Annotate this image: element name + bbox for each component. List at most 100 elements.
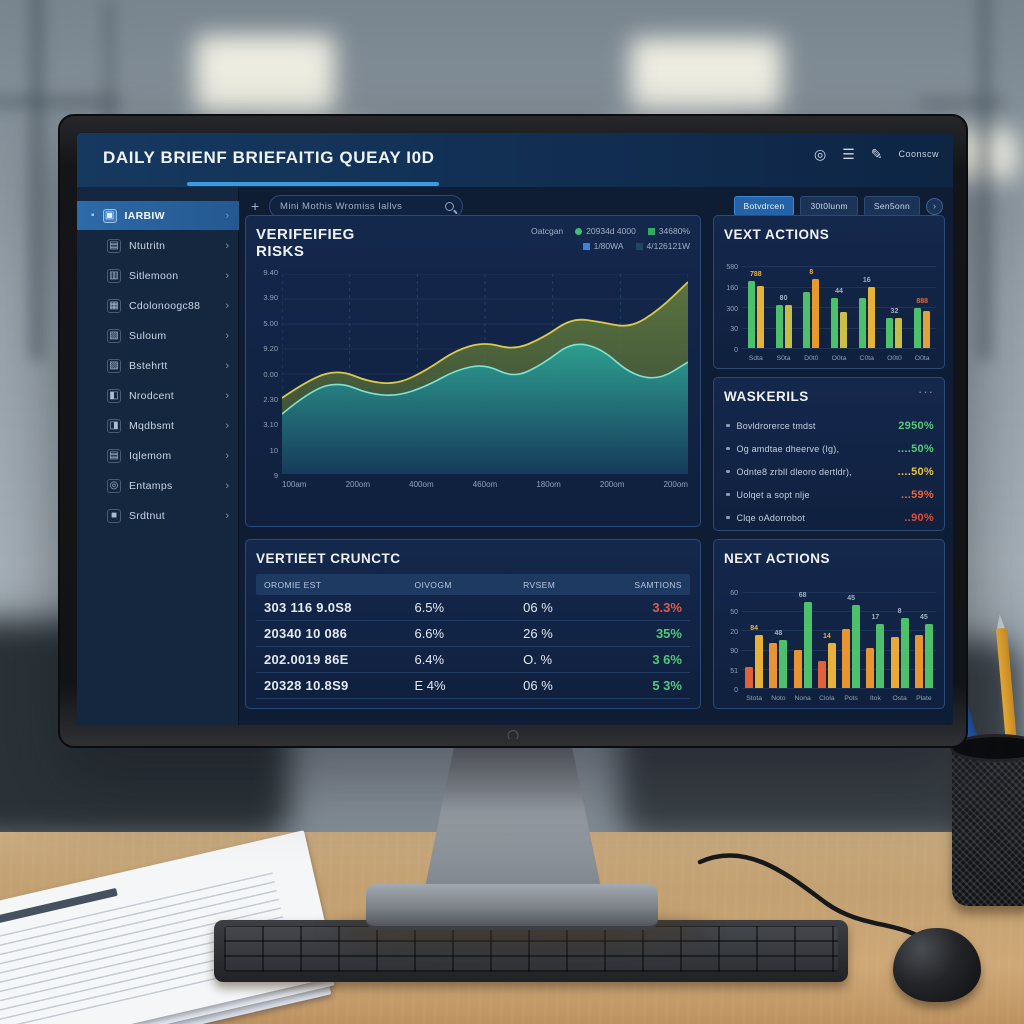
bullet-icon [726,492,730,497]
x-tick-label: 400om [409,480,434,489]
table-cell: 20340 10 086 [264,626,348,641]
y-tick-label: 3.90 [263,293,278,303]
bar-green [831,298,839,348]
metric-value: 2950% [898,419,934,432]
bar-green [775,305,783,348]
sidebar-item-sitlemoon[interactable]: ▥ Sitlemoon › [77,261,239,290]
panel-title: VERTIEET CRUNCTC [256,551,401,566]
bar-orange [866,648,875,688]
table-row[interactable]: 20328 10.8S9 E 4% 06 % 5 3% [256,673,690,699]
bar-group-plate: 45 [912,614,936,688]
column-header: RVSEM [523,579,556,590]
column-header: SAMTIONS [634,579,682,590]
toolbar-button-sen5onn[interactable]: Sen5onn [863,196,920,216]
table-row[interactable]: 20340 10 086 6.6% 26 % 35% [256,621,690,647]
table-cell: 6.5% [414,600,445,615]
table-header-row: OROMIE EST OIVOGM RVSEM SAMTIONS [256,574,690,595]
bar-green [900,618,909,688]
column-header: OROMIE EST [264,579,322,590]
mouse [893,928,981,1002]
x-tick-label: O0ta [831,355,847,362]
y-tick-label: 9.40 [263,268,278,277]
sidebar-item-srdtnut[interactable]: ■ Srdtnut › [77,501,239,530]
doc-icon: ▧ [107,328,121,343]
legend-item: 1/80WA [582,241,624,251]
x-tick-label: Itok [869,695,881,702]
x-tick-label: Pots [844,695,858,702]
y-axis-labels: 580 160 300 30 0 [718,264,738,354]
bar-annotation: 8 [809,269,814,276]
toolbar-more-button[interactable]: › [926,197,943,215]
sidebar-item-label: Srdtnut [129,509,165,522]
chevron-right-icon: › [225,479,229,492]
search-input[interactable] [278,200,445,213]
settings-icon[interactable]: ◎ [813,146,827,162]
table-row[interactable]: 303 116 9.0S8 6.5% 06 % 3.3% [256,595,690,621]
search-icon[interactable] [445,202,454,211]
card-icon: ◧ [107,388,121,403]
sidebar-item-iqlemom[interactable]: ▤ Iqlemom › [77,441,239,470]
connect-label[interactable]: Coonscw [898,149,939,159]
sidebar-item-entamps[interactable]: ◎ Entamps › [77,471,239,500]
y-axis-labels: 9.40 3.90 5.00 9.20 0.00 2.30 3.10 10 9 [252,268,278,480]
grid-line [742,668,936,670]
sidebar-item-nrodcent[interactable]: ◧ Nrodcent › [77,381,239,410]
grid-line [742,649,936,651]
table-cell: 26 % [523,626,553,641]
page-title: DAILY BRIENF BRIEFAITIG QUEAY I0D [103,148,435,167]
grid-line [742,286,936,288]
panel-title: NEXT ACTIONS [724,551,831,566]
sidebar-item-label: Ntutritn [129,239,166,252]
metric-list-item[interactable]: Bovldrorerce tmdst 2950% [726,414,934,437]
table-row[interactable]: 202.0019 86E 6.4% O. % 3 6% [256,647,690,673]
edit-icon[interactable]: ✎ [870,146,883,162]
y-tick-label: 160 [726,284,738,292]
metric-label: Og amdtae dheerve (Ig), [736,443,840,454]
y-tick-label: 90 [730,648,738,656]
chevron-right-icon: › [225,239,229,252]
bar-group-nona: 68 [791,592,815,688]
chevron-right-icon: › [225,359,229,372]
sidebar-item-label: Suloum [129,329,167,342]
sidebar-item-suloum[interactable]: ▧ Suloum › [77,321,239,350]
glass-frame [0,98,120,106]
panel-title: WASKERILS [724,389,809,404]
add-icon[interactable]: + [251,198,260,214]
more-options-icon[interactable]: ··· [918,384,934,399]
bar-group-noto: 48 [766,630,790,688]
toolbar-button-botvdrcen[interactable]: Botvdrcen [733,196,795,216]
metric-label: Odnte8 zrbll dleoro dertldr), [736,466,852,477]
y-tick-label: 0.00 [263,369,278,379]
bar-orange [842,629,851,688]
sidebar-item-mqdbsmt[interactable]: ◨ Mqdbsmt › [77,411,239,440]
metric-list-item[interactable]: Uolqet a sopt nlje ...59% [726,483,934,506]
x-axis-labels: Stota Noto Nona Clola Pots Itok Osta Plate [742,695,936,702]
chevron-right-icon: › [225,329,229,342]
metric-list-item[interactable]: Odnte8 zrbll dleoro dertldr), ....50% [726,460,934,483]
chevron-right-icon: › [225,299,229,312]
monitor-logo [507,730,519,741]
metric-list-item[interactable]: Clqe oAdorrobot ..90% [726,506,934,529]
toolbar-button-30t0lunm[interactable]: 30t0lunm [800,196,858,216]
dashboard-screen: DAILY BRIENF BRIEFAITIG QUEAY I0D ◎ ☰ ✎ Coo… [77,133,953,725]
bar-annotation: 788 [750,271,762,278]
sidebar-item-ntutritn[interactable]: ▤ Ntutritn › [77,231,239,260]
monitor-stand-neck [424,746,602,892]
sidebar-item-iarbiw[interactable]: ▪ ▣ IARBIW › [77,201,239,230]
x-axis-labels: Sdta S0ta D0t0 O0ta C0ta O0t0 O0ta [742,355,936,362]
bar-yellow [840,312,848,348]
bar-annotation: 16 [862,277,871,284]
bar-group-itok: 17 [863,614,887,688]
y-tick-label: 5.00 [263,318,278,328]
y-tick-label: 9.20 [263,344,278,354]
bar-chart-grid [742,266,936,349]
menu-icon[interactable]: ☰ [842,146,855,162]
data-table: OROMIE EST OIVOGM RVSEM SAMTIONS 303 116 9.0… [256,574,690,699]
legend-label: Oatcgan [531,226,564,236]
ceiling-light [630,38,782,110]
x-tick-label: Nona [794,695,811,702]
sidebar-item-label: Cdolonoogc88 [129,299,201,312]
sidebar-item-bstehrtt[interactable]: ▨ Bstehrtt › [77,351,239,380]
sidebar-item-cdolonoogc88[interactable]: ▦ Cdolonoogc88 › [77,291,239,320]
metric-list-item[interactable]: Og amdtae dheerve (Ig), ....50% [726,437,934,460]
